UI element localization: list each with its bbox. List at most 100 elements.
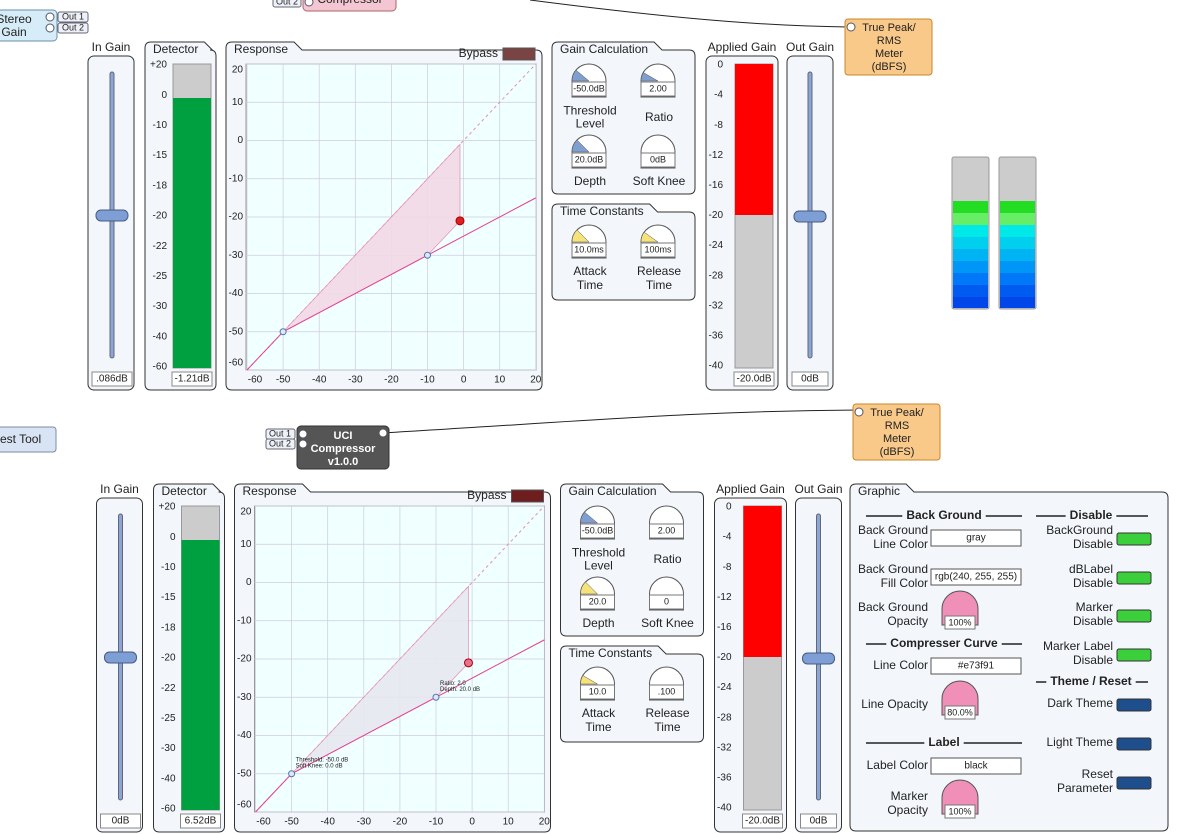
knob-value: .100 bbox=[658, 686, 676, 696]
axis-label: 10 bbox=[503, 817, 515, 828]
node[interactable] bbox=[852, 403, 941, 461]
level-segment bbox=[953, 285, 988, 297]
axis-label: -40 bbox=[320, 817, 335, 828]
text-input[interactable] bbox=[930, 657, 1022, 675]
scale-label: 0 bbox=[726, 502, 732, 513]
knob-value: 10.0 bbox=[589, 686, 607, 696]
label: Disable bbox=[1073, 653, 1113, 667]
marker-label: Depth: 20.0 dB bbox=[440, 687, 480, 693]
scale-label: -18 bbox=[161, 622, 176, 633]
marker-label: Ratio: 2.0 bbox=[440, 681, 466, 687]
scale-label: -40 bbox=[709, 361, 724, 372]
scale-label: -32 bbox=[717, 742, 732, 753]
axis-label: -30 bbox=[357, 817, 372, 828]
scale-label: 0 bbox=[717, 60, 723, 71]
port-tag bbox=[57, 22, 89, 34]
node[interactable] bbox=[844, 18, 933, 76]
slider-thumb[interactable] bbox=[793, 210, 827, 223]
knee-marker[interactable] bbox=[432, 693, 440, 701]
axis-label: -50 bbox=[284, 817, 299, 828]
toggle-button[interactable] bbox=[1116, 776, 1152, 790]
input-value: black bbox=[964, 761, 988, 772]
knob-fill bbox=[640, 231, 659, 243]
text-input[interactable] bbox=[930, 568, 1022, 586]
section-header: Label bbox=[928, 735, 959, 749]
level-segment bbox=[1000, 249, 1035, 261]
label: Threshold bbox=[572, 546, 625, 560]
scale-label: 0 bbox=[170, 532, 176, 543]
node[interactable] bbox=[302, 0, 397, 12]
panel-title: Gain Calculation bbox=[569, 484, 657, 498]
marker-label: Threshold: -50.0 dB bbox=[296, 757, 349, 763]
toggle-button[interactable] bbox=[1116, 571, 1152, 585]
toggle-button[interactable] bbox=[1116, 609, 1152, 623]
text-input[interactable] bbox=[930, 529, 1022, 547]
threshold-marker[interactable] bbox=[279, 328, 287, 336]
knob-value-box bbox=[649, 684, 684, 700]
bypass-button[interactable] bbox=[511, 489, 544, 503]
label: BackGround bbox=[1046, 523, 1113, 537]
level-segment bbox=[953, 273, 988, 285]
label: Back Ground bbox=[858, 600, 928, 614]
slider-thumb[interactable] bbox=[104, 651, 137, 664]
label: Attack bbox=[573, 264, 607, 278]
slider-thumb[interactable] bbox=[802, 652, 835, 665]
scale-label: -18 bbox=[153, 180, 168, 191]
label: v1.0.0 bbox=[328, 456, 359, 468]
label: Depth bbox=[582, 616, 614, 630]
axis-label: -40 bbox=[229, 288, 244, 299]
label: True Peak/ bbox=[862, 22, 916, 34]
toggle-button[interactable] bbox=[1116, 532, 1152, 546]
node[interactable] bbox=[296, 425, 390, 470]
knob-value-box bbox=[944, 615, 976, 630]
label: dBLabel bbox=[1069, 562, 1113, 576]
knob-value: 0 bbox=[664, 596, 669, 606]
label: RMS bbox=[877, 35, 901, 47]
node[interactable] bbox=[0, 9, 58, 42]
level-segment bbox=[1000, 201, 1035, 213]
level-segment bbox=[1000, 261, 1035, 273]
label: Line Color bbox=[873, 658, 928, 672]
port bbox=[378, 428, 388, 438]
section-header: Compresser Curve bbox=[890, 636, 998, 650]
label: Meter bbox=[883, 433, 911, 445]
label: Back Ground bbox=[858, 523, 928, 537]
label: Disable bbox=[1073, 614, 1113, 628]
label: Bypass bbox=[459, 46, 498, 60]
label: Ratio bbox=[653, 552, 681, 566]
value-box bbox=[742, 813, 783, 829]
label: Back Ground bbox=[858, 562, 928, 576]
label: Compressor bbox=[311, 443, 377, 455]
label: Time bbox=[577, 278, 604, 292]
axis-label: 0 bbox=[246, 577, 252, 588]
panel-title: Time Constants bbox=[560, 204, 644, 218]
input-value: rgb(240, 255, 255) bbox=[935, 572, 1017, 583]
threshold-marker[interactable] bbox=[288, 770, 296, 778]
level-segment bbox=[1000, 285, 1035, 297]
label: Level bbox=[576, 117, 605, 131]
knee-marker[interactable] bbox=[424, 251, 431, 259]
level-segment bbox=[953, 237, 988, 249]
axis-label: 0 bbox=[237, 135, 243, 146]
toggle-button[interactable] bbox=[1116, 698, 1152, 712]
knob-value: 10.0ms bbox=[574, 244, 604, 254]
text-input[interactable] bbox=[930, 757, 1022, 775]
axis-label: 20 bbox=[530, 375, 542, 386]
node[interactable] bbox=[0, 426, 57, 453]
label: Out 2 bbox=[276, 0, 298, 6]
value-text: 0dB bbox=[810, 816, 828, 827]
toggle-button[interactable] bbox=[1116, 737, 1152, 751]
label: Ratio bbox=[645, 110, 673, 124]
value-text: -20.0dB bbox=[736, 374, 771, 385]
label: Stereo bbox=[0, 12, 32, 26]
scale-label: -12 bbox=[709, 150, 724, 161]
axis-label: 0 bbox=[469, 817, 475, 828]
toggle-button[interactable] bbox=[1116, 648, 1152, 662]
signal-marker bbox=[463, 658, 473, 668]
bypass-button[interactable] bbox=[502, 47, 536, 61]
knob-value-box bbox=[580, 594, 615, 610]
value-text: 0dB bbox=[112, 816, 130, 827]
axis-label: 20 bbox=[240, 507, 252, 518]
label: Dark Theme bbox=[1047, 696, 1113, 710]
slider-thumb[interactable] bbox=[95, 209, 129, 222]
